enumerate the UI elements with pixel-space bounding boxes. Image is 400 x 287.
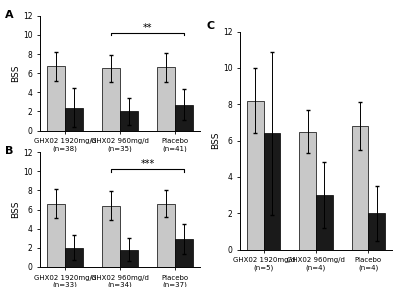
Text: C: C (206, 21, 215, 31)
Bar (47, 204, 65, 267)
Text: **: ** (143, 22, 152, 32)
Text: A: A (5, 10, 14, 20)
Bar (102, 68, 120, 131)
Bar (65, 248, 82, 267)
Y-axis label: BSS: BSS (11, 65, 20, 82)
Text: B: B (5, 146, 13, 156)
Bar (120, 250, 138, 267)
Bar (120, 111, 138, 131)
Y-axis label: BSS: BSS (11, 201, 20, 218)
Bar (352, 126, 368, 250)
Legend: Day 1, Day 7: Day 1, Day 7 (81, 189, 159, 205)
Bar (316, 195, 333, 250)
Text: ***: *** (140, 159, 155, 169)
Bar (175, 239, 193, 267)
Y-axis label: BSS: BSS (211, 132, 220, 149)
Bar (175, 105, 193, 131)
Bar (368, 213, 385, 250)
Bar (264, 133, 280, 250)
Bar (158, 204, 175, 267)
Bar (102, 206, 120, 267)
Bar (47, 67, 65, 131)
Bar (65, 108, 82, 131)
Bar (158, 67, 175, 131)
Bar (299, 131, 316, 250)
Bar (247, 101, 264, 250)
